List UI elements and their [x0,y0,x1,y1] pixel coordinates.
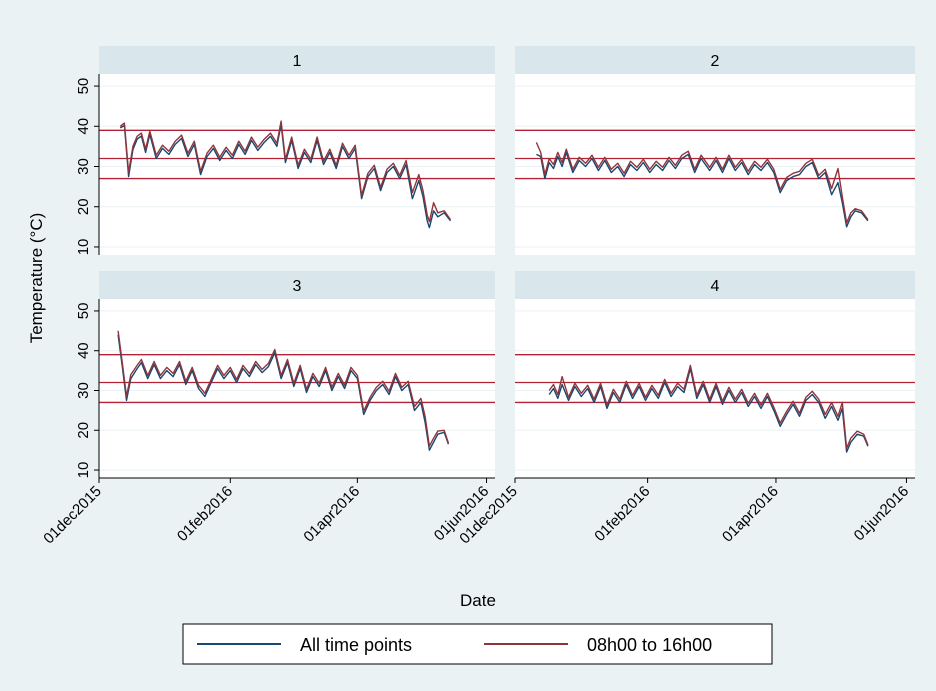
panel-plot-area-2 [515,74,915,255]
legend-label-all-time-points: All time points [300,635,412,655]
series-line-all-time-points [536,151,869,228]
series-line-08h00-to-16h00 [117,330,450,447]
y-tick-label-10: 10 [75,462,92,479]
panel-2: 2 [515,46,915,255]
legend: All time points 08h00 to 16h00 [182,623,773,665]
panel-3: 3 [99,271,495,478]
panel-1: 1 [99,46,495,255]
panel-4: 4 [515,271,915,478]
panel-strip-1 [99,46,495,74]
panels-layer: 1 2 3 4 [99,46,915,478]
legend-label-08h00-to-16h00: 08h00 to 16h00 [587,635,712,655]
y-tick-label-40: 40 [75,342,92,359]
y-tick-label-10: 10 [75,239,92,256]
panel-plot-area-3 [99,299,495,478]
panel-strip-4 [515,271,915,299]
legend-box [182,623,773,665]
panel-title-3: 3 [293,278,302,295]
panel-title-4: 4 [711,278,720,295]
y-tick-label-20: 20 [75,198,92,215]
series-line-08h00-to-16h00 [548,364,869,449]
y-axis-title: Temperature (°C) [27,213,46,344]
panel-strip-3 [99,271,495,299]
series-line-all-time-points [548,367,869,453]
x-axis-title: Date [460,591,496,610]
panel-title-1: 1 [293,53,302,70]
series-line-08h00-to-16h00 [119,120,452,223]
y-tick-label-50: 50 [75,78,92,95]
y-tick-label-40: 40 [75,118,92,135]
panel-strip-2 [515,46,915,74]
series-line-all-time-points [117,334,450,451]
y-tick-label-20: 20 [75,422,92,439]
panel-title-2: 2 [711,53,720,70]
y-tick-label-30: 30 [75,158,92,175]
y-tick-label-30: 30 [75,382,92,399]
y-tick-label-50: 50 [75,303,92,320]
series-line-08h00-to-16h00 [535,142,869,224]
